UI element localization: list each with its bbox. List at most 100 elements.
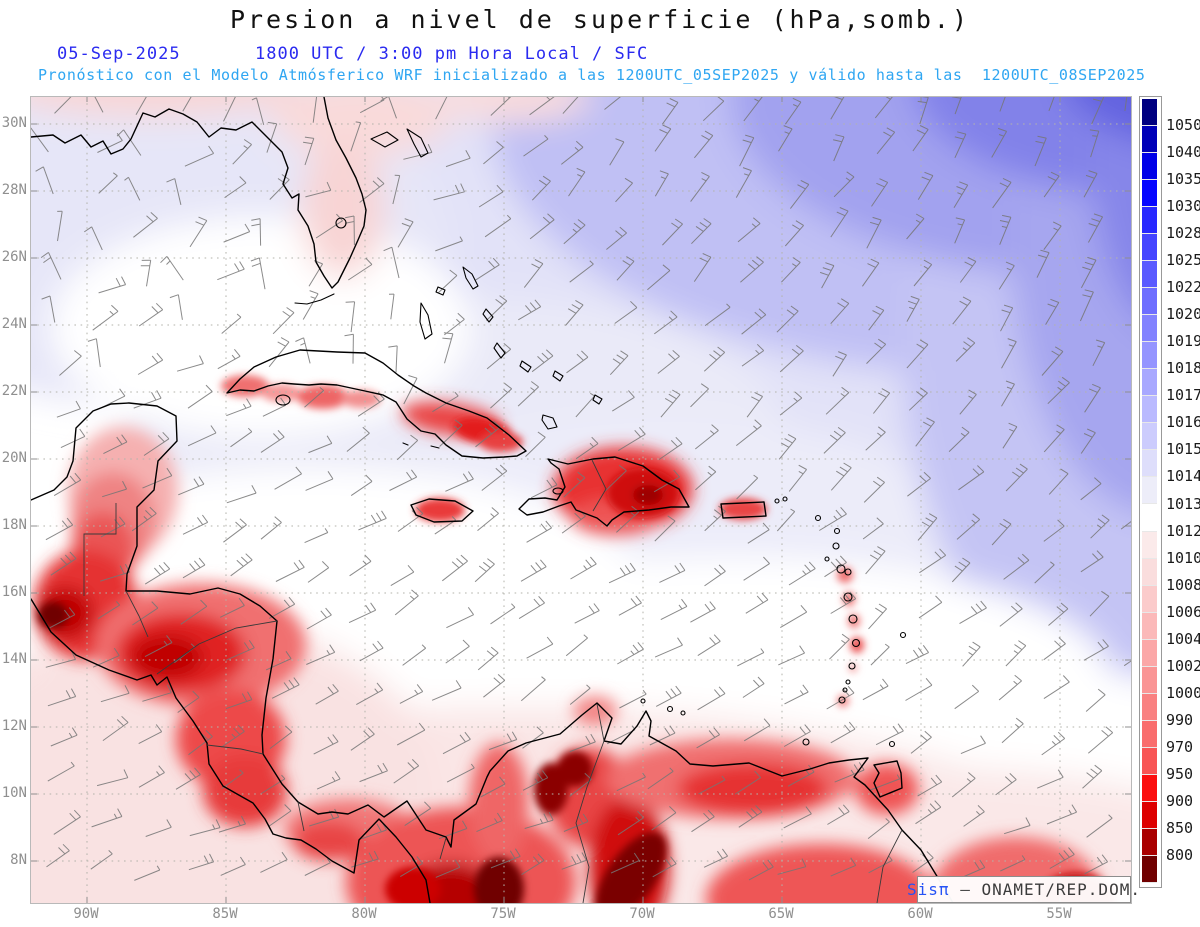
colorbar-level-1012: 1012 <box>1166 521 1200 540</box>
lon-label-75W: 75W <box>490 906 516 922</box>
page-title: Presion a nivel de superficie (hPa,somb.… <box>229 5 971 34</box>
colorbar-level-900: 900 <box>1166 791 1194 810</box>
colorbar-segment-25 <box>1142 774 1157 802</box>
colorbar-segment-0 <box>1142 99 1157 127</box>
coastlines <box>31 97 954 903</box>
lon-label-70W: 70W <box>629 906 655 922</box>
colorbar-segment-27 <box>1142 828 1157 856</box>
colorbar-level-1017: 1017 <box>1166 386 1200 405</box>
colorbar-level-1002: 1002 <box>1166 656 1200 675</box>
colorbar-level-1025: 1025 <box>1166 251 1200 270</box>
lesser-antilles <box>640 496 907 748</box>
bahamas <box>370 128 603 449</box>
colorbar-level-1028: 1028 <box>1166 224 1200 243</box>
colorbar-level-1004: 1004 <box>1166 629 1200 648</box>
lon-label-65W: 65W <box>768 906 794 922</box>
colorbar-segment-8 <box>1142 315 1157 343</box>
colorbar-segment-9 <box>1142 342 1157 370</box>
lon-label-80W: 80W <box>351 906 377 922</box>
country-borders <box>83 459 903 903</box>
colorbar-level-1000: 1000 <box>1166 683 1200 702</box>
map-canvas <box>31 97 1131 903</box>
colorbar-level-1016: 1016 <box>1166 413 1200 432</box>
lat-label-16N: 16N <box>1 584 27 600</box>
lat-label-18N: 18N <box>1 517 27 533</box>
gridlines <box>31 97 1131 903</box>
isla-juventud <box>275 394 291 406</box>
valid-time: 1800 UTC / 3:00 pm Hora Local / SFC <box>255 44 649 64</box>
watermark: Sisπ – ONAMET/REP.DOM. <box>907 876 1140 903</box>
colorbar-segment-16 <box>1142 531 1157 559</box>
colorbar-segment-22 <box>1142 693 1157 721</box>
pacific-coast <box>31 598 431 903</box>
colorbar-level-970: 970 <box>1166 737 1194 756</box>
watermark-separator: – <box>949 880 982 899</box>
lat-label-24N: 24N <box>1 316 27 332</box>
colorbar-segment-20 <box>1142 639 1157 667</box>
lat-label-12N: 12N <box>1 718 27 734</box>
colorbar-segments <box>1142 99 1157 883</box>
colorbar-level-1022: 1022 <box>1166 278 1200 297</box>
colorbar-segment-6 <box>1142 261 1157 289</box>
colorbar-segment-21 <box>1142 666 1157 694</box>
colorbar-segment-26 <box>1142 801 1157 829</box>
lat-label-26N: 26N <box>1 249 27 265</box>
lon-label-55W: 55W <box>1046 906 1072 922</box>
colorbar-level-1006: 1006 <box>1166 602 1200 621</box>
lat-label-10N: 10N <box>1 785 27 801</box>
colorbar-segment-3 <box>1142 180 1157 208</box>
colorbar-level-950: 950 <box>1166 764 1194 783</box>
colorbar-segment-11 <box>1142 396 1157 424</box>
colorbar-level-1013: 1013 <box>1166 494 1200 513</box>
colorbar-level-850: 850 <box>1166 818 1194 837</box>
colorbar-segment-4 <box>1142 207 1157 235</box>
lon-label-90W: 90W <box>73 906 99 922</box>
colorbar-level-1018: 1018 <box>1166 359 1200 378</box>
lon-label-60W: 60W <box>907 906 933 922</box>
lake-okeechobee <box>335 217 347 229</box>
florida-keys <box>294 293 335 305</box>
colorbar-segment-24 <box>1142 747 1157 775</box>
colorbar-segment-23 <box>1142 720 1157 748</box>
colorbar-level-1008: 1008 <box>1166 575 1200 594</box>
colorbar-segment-2 <box>1142 153 1157 181</box>
colorbar-level-1030: 1030 <box>1166 197 1200 216</box>
model-forecast-note: Pronóstico con el Modelo Atmósferico WRF… <box>38 66 1146 84</box>
colorbar-level-1019: 1019 <box>1166 332 1200 351</box>
colorbar-level-1014: 1014 <box>1166 467 1200 486</box>
colorbar-segment-18 <box>1142 585 1157 613</box>
colorbar-level-800: 800 <box>1166 845 1194 864</box>
colorbar-segment-5 <box>1142 234 1157 262</box>
colorbar <box>1139 96 1162 888</box>
lat-label-30N: 30N <box>1 115 27 131</box>
pressure-map <box>30 96 1132 904</box>
wind-barbs <box>31 97 1131 881</box>
colorbar-segment-7 <box>1142 288 1157 316</box>
lat-label-20N: 20N <box>1 450 27 466</box>
colorbar-segment-14 <box>1142 477 1157 505</box>
colorbar-segment-19 <box>1142 612 1157 640</box>
gonave-island <box>552 487 564 495</box>
colorbar-level-1010: 1010 <box>1166 548 1200 567</box>
colorbar-segment-1 <box>1142 126 1157 154</box>
colorbar-level-1035: 1035 <box>1166 170 1200 189</box>
colorbar-level-1020: 1020 <box>1166 305 1200 324</box>
colorbar-segment-12 <box>1142 423 1157 451</box>
colorbar-segment-13 <box>1142 450 1157 478</box>
lat-label-8N: 8N <box>10 852 27 868</box>
colorbar-segment-28 <box>1142 855 1157 883</box>
watermark-org: ONAMET/REP.DOM. <box>981 880 1141 899</box>
lon-label-85W: 85W <box>212 906 238 922</box>
hispaniola <box>518 456 690 527</box>
gulf-coast-florida <box>31 97 367 289</box>
lat-label-14N: 14N <box>1 651 27 667</box>
puerto-rico <box>720 501 767 519</box>
colorbar-level-1050: 1050 <box>1166 116 1200 135</box>
central-south-america-caribbean-coast <box>31 402 954 903</box>
colorbar-level-990: 990 <box>1166 710 1194 729</box>
colorbar-level-1040: 1040 <box>1166 143 1200 162</box>
colorbar-segment-17 <box>1142 558 1157 586</box>
lat-label-28N: 28N <box>1 182 27 198</box>
forecast-date: 05-Sep-2025 <box>57 44 181 64</box>
